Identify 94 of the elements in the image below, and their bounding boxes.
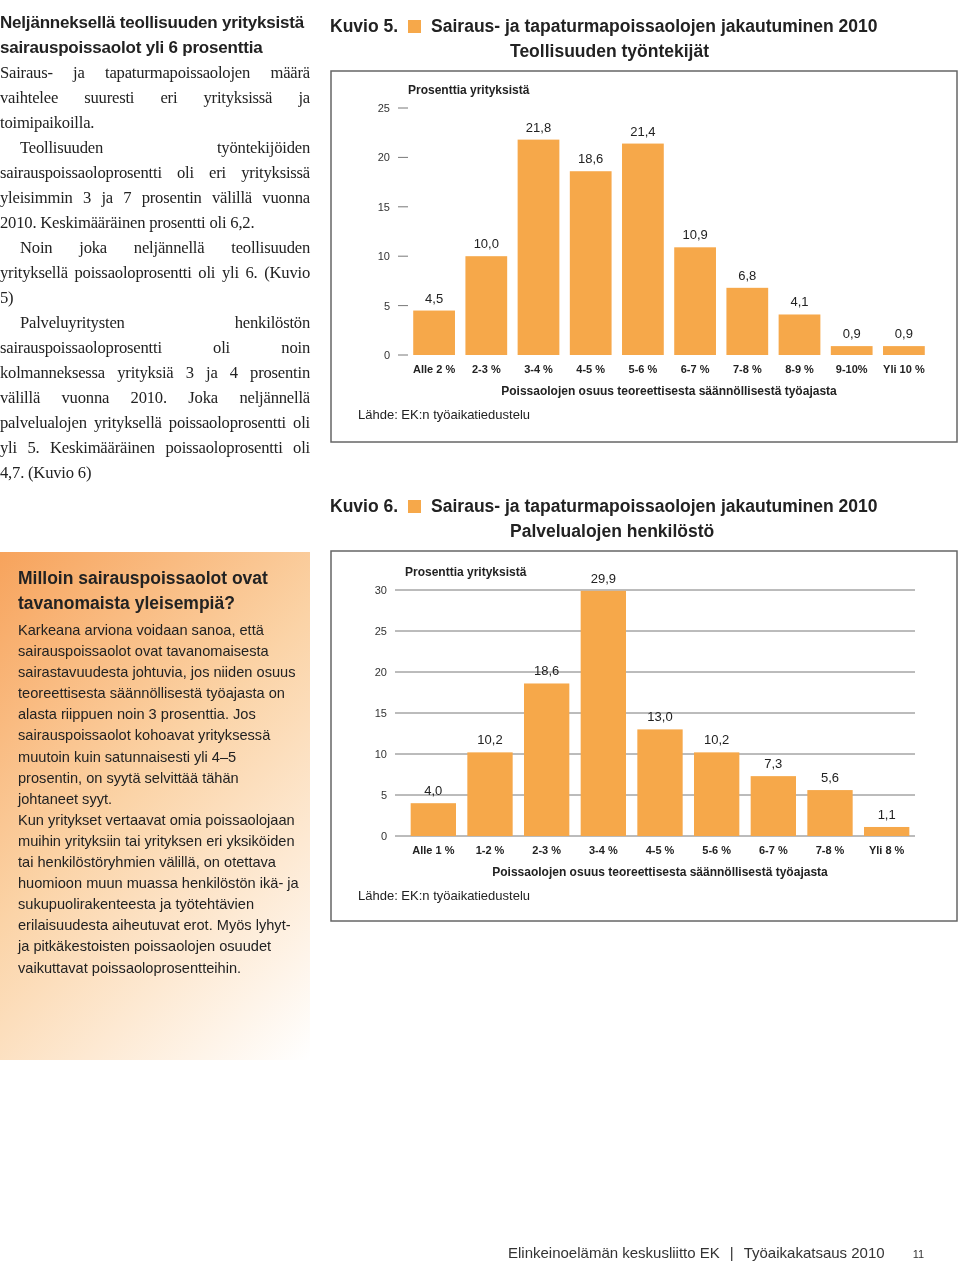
data-label: 4,0 bbox=[424, 783, 443, 799]
bar bbox=[778, 314, 821, 355]
text: Noin joka neljännellä teollisuuden yrityksellä poissaoloprosentti oli yli 6. (Kuvio 5) bbox=[0, 237, 310, 309]
x-tick-label: 7-8 % bbox=[732, 363, 762, 375]
y-axis-title: Prosenttia yrityksistä bbox=[408, 83, 530, 97]
text: Elinkeinoelämän keskusliitto EK bbox=[508, 1244, 720, 1261]
x-tick-label: Alle 2 % bbox=[413, 363, 456, 375]
text: Työaikakatsaus 2010 bbox=[743, 1244, 885, 1261]
data-label: 0,9 bbox=[894, 326, 913, 342]
data-label: 21,4 bbox=[630, 123, 656, 139]
y-tick-label: 10 bbox=[377, 250, 390, 263]
bar bbox=[674, 247, 716, 355]
data-label: 10,0 bbox=[473, 236, 499, 252]
data-label: 1,1 bbox=[877, 806, 896, 822]
y-axis-title: Prosenttia yrityksistä bbox=[405, 565, 527, 579]
data-label: 18,6 bbox=[578, 151, 604, 167]
x-tick-label: 6-7 % bbox=[680, 363, 710, 375]
x-tick-label: 4-5 % bbox=[576, 363, 606, 375]
text: Palveluyritysten henkilöstön sairauspoissaoloprosentti oli noin kolmanneksessa yrityksiä 3 ja 4 prosentin välillä vuonna 2010. Joka neljännellä palvelualojen yrityksellä poissaoloprosentti oli yli 5. Keskimääräinen poissaoloprosentti oli 4,7. (Kuvio 6) bbox=[0, 312, 310, 484]
bar bbox=[413, 310, 455, 355]
text: Neljänneksellä teollisuuden yrityksistä sairauspoissaolot yli 6 prosenttia bbox=[0, 12, 306, 59]
bar bbox=[807, 790, 853, 836]
x-tick-label: Yli 10 % bbox=[883, 363, 925, 375]
y-tick-label: 0 bbox=[380, 830, 387, 842]
data-label: 18,6 bbox=[534, 663, 560, 679]
text: Kuvio 6. bbox=[330, 495, 399, 518]
data-label: 7,3 bbox=[764, 756, 783, 772]
bar bbox=[524, 683, 570, 836]
bar bbox=[465, 256, 508, 355]
data-label: 4,1 bbox=[790, 294, 809, 310]
bar bbox=[726, 287, 769, 355]
text: Lähde: EK:n työaikatiedustelu bbox=[358, 407, 531, 422]
text: Karkeana arviona voidaan sanoa, että sairauspoissaolot ovat tavanomaisesta sairastavuudesta johtuvia, jos niiden osuus teoreettisesta säännöllisestä työajasta on alasta riippuen noin 3 prosenttia. Jos sairauspoissaolot kohoavat yrityksessä muutoin kuin satunnaisesti yli 4–5 prosentin, on syytä selvittää tähän johtaneet syyt. bbox=[18, 622, 296, 807]
y-tick-label: 15 bbox=[377, 200, 390, 213]
bar bbox=[883, 346, 925, 355]
chart-title: Sairaus- ja tapaturmapoissaolojen jakautuminen 2010 bbox=[431, 495, 878, 518]
x-tick-label: 2-3 % bbox=[471, 363, 501, 375]
chart-subtitle: Teollisuuden työntekijät bbox=[509, 40, 710, 63]
data-label: 29,9 bbox=[590, 570, 616, 586]
x-tick-label: 5-6 % bbox=[628, 363, 658, 375]
bar bbox=[750, 776, 796, 836]
bar bbox=[569, 171, 612, 355]
text: 11 bbox=[912, 1248, 925, 1260]
x-tick-label: 3-4 % bbox=[524, 363, 554, 375]
text: Lähde: EK:n työaikatiedustelu bbox=[358, 888, 531, 903]
data-label: 6,8 bbox=[738, 267, 757, 283]
x-tick-label: 1-2 % bbox=[475, 844, 505, 856]
y-tick-label: 20 bbox=[377, 151, 390, 164]
y-tick-label: 5 bbox=[383, 299, 390, 312]
x-tick-label: 5-6 % bbox=[702, 844, 732, 856]
y-tick-label: 15 bbox=[374, 707, 387, 719]
bar bbox=[694, 752, 740, 836]
x-tick-label: 3-4 % bbox=[588, 844, 618, 856]
bar bbox=[410, 803, 456, 836]
chart-subtitle: Palvelualojen henkilöstö bbox=[509, 520, 716, 543]
y-tick-label: 0 bbox=[383, 349, 390, 361]
data-label: 10,2 bbox=[704, 732, 730, 748]
y-tick-label: 30 bbox=[374, 584, 387, 596]
x-axis-title: Poissaolojen osuus teoreettisesta säännöllisestä työajasta bbox=[501, 384, 838, 398]
data-label: 5,6 bbox=[820, 770, 840, 786]
text: Teollisuuden työntekijöiden sairauspoissaoloprosentti oli eri yrityksissä yleisimmin 3 ja 7 prosentin välillä vuonna 2010. Keskimääräinen prosentti oli 6,2. bbox=[0, 137, 310, 234]
y-tick-label: 20 bbox=[374, 666, 387, 678]
bar bbox=[467, 752, 513, 836]
x-tick-label: Alle 1 % bbox=[412, 844, 455, 856]
x-tick-label: Yli 8 % bbox=[868, 844, 905, 856]
x-tick-label: 8-9 % bbox=[785, 363, 815, 375]
bar bbox=[622, 143, 664, 355]
text: | bbox=[729, 1244, 734, 1261]
data-label: 13,0 bbox=[647, 709, 673, 725]
y-tick-label: 5 bbox=[380, 789, 387, 801]
x-tick-label: 6-7 % bbox=[758, 844, 788, 856]
x-tick-label: 9-10% bbox=[835, 363, 868, 375]
x-tick-label: 4-5 % bbox=[645, 844, 675, 856]
bar bbox=[864, 826, 910, 836]
bar bbox=[830, 346, 873, 355]
data-label: 0,9 bbox=[842, 326, 861, 342]
text: Kun yritykset vertaavat omia poissaolojaan muihin yrityksiin tai yrityksen eri yksiköiden tai henkilöstöryhmien välillä, on otettava huomioon muun muassa henkilöstön ikä- ja sukupuolirakenteesta ja työtehtävien erilaisuudesta aiheutuvat erot. Myös lyhyt- ja pitkäkestoisten poissaolojen osuudet vaikuttavat poissaoloprosentteihin. bbox=[18, 810, 300, 978]
y-tick-label: 25 bbox=[377, 102, 390, 114]
data-label: 4,5 bbox=[425, 290, 444, 306]
x-axis-title: Poissaolojen osuus teoreettisesta säännöllisestä työajasta bbox=[492, 865, 829, 879]
chart-title: Sairaus- ja tapaturmapoissaolojen jakautuminen 2010 bbox=[431, 15, 878, 38]
data-label: 21,8 bbox=[525, 119, 552, 135]
text: Sairaus- ja tapaturmapoissaolojen määrä vaihtelee suuresti eri yrityksissä ja toimipaikoilla. bbox=[0, 62, 310, 134]
y-tick-label: 25 bbox=[374, 625, 387, 637]
bar bbox=[580, 590, 626, 836]
data-label: 10,2 bbox=[477, 732, 503, 748]
bar bbox=[517, 139, 560, 355]
x-tick-label: 7-8 % bbox=[815, 844, 845, 856]
text: Kuvio 5. bbox=[330, 15, 399, 38]
y-tick-label: 10 bbox=[374, 748, 387, 760]
x-tick-label: 2-3 % bbox=[532, 844, 562, 856]
bar bbox=[637, 729, 683, 836]
text: Milloin sairauspoissaolot ovat tavanomaista yleisempiä? bbox=[18, 567, 269, 615]
data-label: 10,9 bbox=[682, 227, 708, 243]
